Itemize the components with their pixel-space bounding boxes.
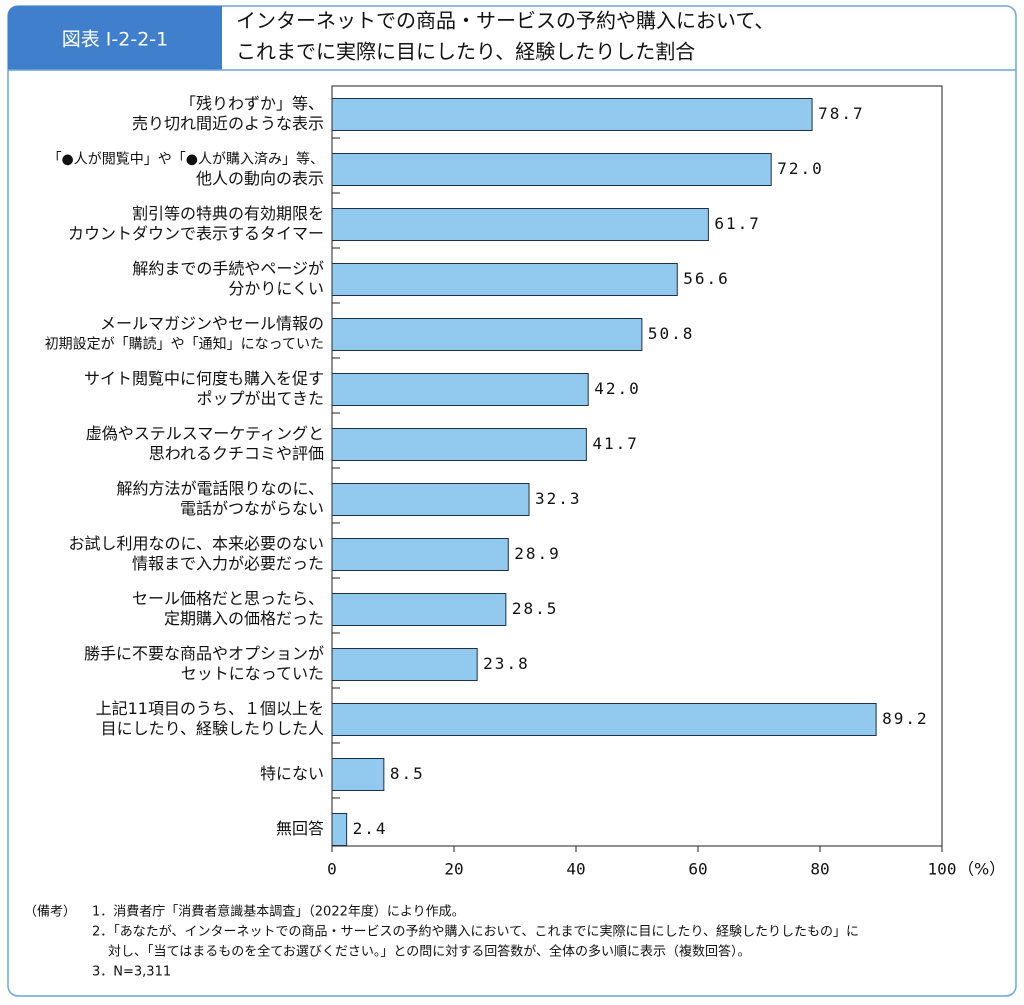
value-label: 8.5	[390, 764, 425, 783]
y-tick-label: 他人の動向の表示	[196, 169, 324, 188]
note-line: 1．消費者庁「消費者意識基本調査」（2022年度）により作成。	[92, 904, 465, 920]
value-label: 89.2	[882, 709, 929, 728]
title-line: これまでに実際に目にしたり、経験したりした割合	[236, 40, 695, 64]
y-tick-label: 分かりにくい	[228, 279, 324, 298]
x-tick-label: 0	[327, 860, 337, 879]
bar	[331, 153, 772, 186]
value-label: 72.0	[777, 159, 824, 178]
y-tick-label: 情報まで入力が必要だった	[132, 554, 324, 573]
y-tick-label: 特にない	[260, 764, 324, 783]
figure-tag: 図表 I-2-2-1	[62, 29, 168, 51]
y-tick-label: 解約までの手続やページが	[132, 259, 324, 278]
bar	[331, 813, 348, 846]
value-label: 32.3	[535, 489, 582, 508]
x-tick-label: 40	[566, 860, 585, 879]
bar	[331, 98, 813, 131]
y-tick-label: 「●人が閲覧中」や「●人が購入済み」等、	[48, 151, 324, 168]
x-unit: （%）	[958, 860, 1005, 879]
bar	[331, 208, 709, 241]
bar	[331, 428, 587, 461]
bar	[331, 318, 643, 351]
y-tick-label: 初期設定が「購読」や「通知」になっていた	[45, 336, 324, 353]
title-line: インターネットでの商品・サービスの予約や購入において、	[236, 9, 774, 33]
y-tick-label: ポップが出てきた	[196, 389, 324, 408]
value-label: 78.7	[818, 104, 865, 123]
y-tick-label: お試し利用なのに、本来必要のない	[68, 534, 324, 553]
note-line: 3．N=3,311	[92, 965, 171, 980]
x-tick-label: 100	[928, 860, 957, 879]
y-tick-label: 思われるクチコミや評価	[149, 444, 324, 463]
value-label: 50.8	[648, 324, 695, 343]
bar	[331, 373, 589, 406]
bar	[331, 483, 530, 516]
y-tick-label: 解約方法が電話限りなのに、	[116, 479, 324, 498]
y-tick-label: 「残りわずか」等、	[180, 94, 324, 113]
plot-frame	[331, 85, 943, 847]
y-tick-label: セットになっていた	[181, 664, 324, 683]
y-tick-label: 割引等の特典の有効期限を	[132, 204, 324, 223]
y-tick-label: サイト閲覧中に何度も購入を促す	[84, 369, 324, 388]
x-tick-label: 60	[688, 860, 707, 879]
bar	[331, 703, 877, 736]
note-line: 対し、「当てはまるものを全てお選びください。」との問に対する回答数が、全体の多い…	[108, 944, 750, 960]
value-label: 23.8	[483, 654, 530, 673]
value-label: 28.5	[512, 599, 559, 618]
y-tick-label: 定期購入の価格だった	[164, 609, 324, 628]
y-tick-label: 目にしたり、経験したりした人	[101, 719, 324, 738]
bar	[331, 648, 478, 681]
value-label: 28.9	[514, 544, 561, 563]
bar	[331, 263, 678, 296]
value-label: 56.6	[683, 269, 730, 288]
note-line: 2．「あなたが、インターネットでの商品・サービスの予約や購入において、これまでに…	[92, 924, 859, 940]
bar	[331, 538, 509, 571]
y-tick-label: 虚偽やステルスマーケティングと	[86, 424, 324, 443]
y-tick-label: 売り切れ間近のような表示	[132, 114, 324, 133]
y-tick-label: メールマガジンやセール情報の	[100, 314, 324, 333]
bar	[331, 593, 507, 626]
x-tick-label: 20	[444, 860, 463, 879]
tag-bg	[8, 6, 222, 70]
value-label: 2.4	[353, 819, 388, 838]
value-label: 41.7	[592, 434, 639, 453]
y-tick-label: 無回答	[276, 819, 324, 838]
y-tick-label: セール価格だと思ったら、	[132, 589, 324, 608]
y-tick-label: カウントダウンで表示するタイマー	[68, 224, 324, 243]
y-tick-label: 勝手に不要な商品やオプションが	[84, 644, 324, 663]
value-label: 42.0	[594, 379, 641, 398]
y-tick-label: 電話がつながらない	[180, 499, 324, 518]
bar	[331, 758, 385, 791]
y-tick-label: 上記11項目のうち、１個以上を	[96, 699, 324, 718]
x-tick-label: 80	[810, 860, 829, 879]
value-label: 61.7	[714, 214, 761, 233]
notes-label: （備考）	[24, 904, 76, 920]
